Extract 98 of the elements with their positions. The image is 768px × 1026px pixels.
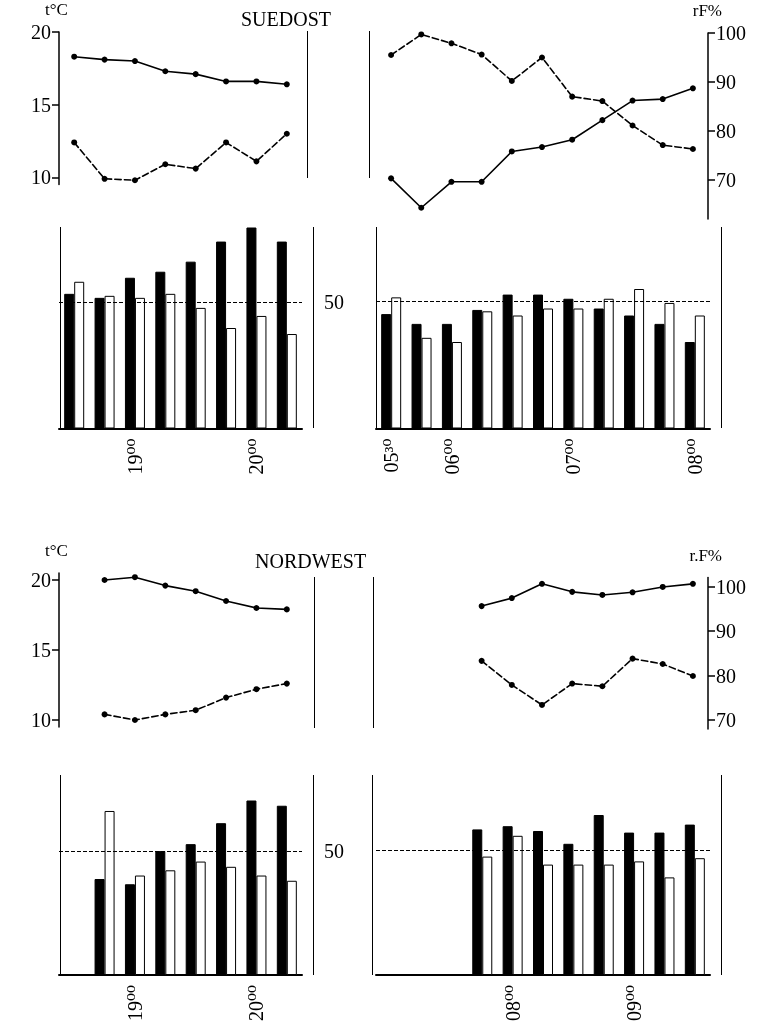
- point: [283, 81, 290, 88]
- point: [448, 40, 455, 47]
- point: [659, 660, 666, 667]
- point: [539, 54, 545, 61]
- y-tick-label: 10: [31, 166, 51, 189]
- point: [689, 580, 696, 587]
- point: [478, 603, 485, 610]
- x-tick-label: 08⁰⁰: [683, 438, 706, 475]
- point: [253, 158, 260, 165]
- point: [283, 130, 290, 137]
- point: [539, 701, 545, 708]
- x-tick-label: 07⁰⁰: [562, 438, 585, 475]
- x-tick-label: 20⁰⁰: [245, 985, 268, 1022]
- point: [101, 175, 108, 182]
- x-tick-label: 06⁰⁰: [440, 438, 463, 475]
- point: [478, 657, 485, 664]
- x-tick-label: 08⁰⁰: [501, 985, 524, 1022]
- chart-title: NORDWEST: [255, 550, 367, 572]
- point: [599, 683, 606, 690]
- point: [478, 178, 485, 185]
- point: [101, 577, 108, 583]
- text: 50: [324, 290, 344, 313]
- point: [253, 605, 260, 611]
- y-axis-title: r.F%: [689, 545, 722, 565]
- y-axis-title: t°C: [45, 541, 68, 560]
- point: [448, 178, 455, 185]
- y-tick-label: 80: [716, 119, 736, 142]
- y-tick-label: 10: [31, 709, 51, 731]
- chart-title: SUEDOST: [241, 8, 332, 30]
- point: [689, 146, 696, 152]
- point: [192, 165, 199, 172]
- point: [418, 204, 425, 211]
- point: [223, 78, 230, 85]
- point: [192, 588, 199, 595]
- y-tick-label: 100: [716, 22, 746, 44]
- y-axis-title: t°C: [45, 0, 68, 19]
- point: [223, 598, 230, 604]
- point: [131, 574, 138, 581]
- point: [629, 122, 636, 129]
- point: [101, 711, 108, 718]
- point: [131, 717, 138, 723]
- point: [283, 606, 290, 613]
- point: [162, 582, 169, 589]
- point: [162, 711, 169, 718]
- point: [569, 588, 576, 595]
- point: [508, 681, 515, 688]
- point: [629, 589, 636, 596]
- point: [253, 686, 260, 693]
- point: [223, 139, 230, 146]
- point: [569, 136, 576, 143]
- point: [599, 591, 606, 598]
- text: 50: [324, 840, 344, 863]
- y-tick-label: 100: [716, 575, 746, 598]
- point: [569, 93, 576, 100]
- x-tick-label: 20⁰⁰: [245, 438, 268, 475]
- point: [689, 673, 696, 680]
- y-tick-label: 20: [31, 569, 51, 591]
- y-tick-label: 70: [716, 168, 736, 191]
- point: [629, 97, 636, 104]
- point: [689, 85, 696, 92]
- point: [599, 98, 606, 105]
- point: [71, 139, 78, 146]
- point: [569, 680, 576, 687]
- point: [283, 680, 290, 687]
- y-tick-label: 15: [31, 639, 51, 661]
- y-tick-label: 90: [716, 620, 736, 643]
- point: [162, 68, 169, 75]
- y-axis-title: rF%: [692, 1, 722, 20]
- point: [659, 96, 666, 103]
- point: [478, 51, 485, 58]
- y-tick-label: 80: [716, 664, 736, 687]
- point: [508, 595, 515, 602]
- point: [599, 117, 606, 124]
- x-tick-label: 19⁰⁰: [123, 985, 146, 1022]
- point: [192, 71, 199, 78]
- point: [508, 148, 515, 155]
- x-tick-label: 05³⁰: [380, 438, 403, 473]
- point: [253, 78, 260, 85]
- point: [388, 175, 395, 182]
- point: [508, 77, 515, 84]
- point: [101, 56, 108, 63]
- point: [659, 142, 666, 149]
- point: [192, 707, 199, 714]
- x-tick-label: 09⁰⁰: [623, 985, 646, 1022]
- y-tick-label: 70: [716, 709, 736, 732]
- point: [131, 58, 138, 65]
- y-tick-label: 15: [31, 93, 51, 116]
- point: [539, 580, 545, 587]
- x-tick-label: 19⁰⁰: [123, 438, 146, 475]
- point: [659, 583, 666, 590]
- point: [539, 144, 545, 151]
- point: [71, 53, 78, 60]
- point: [162, 161, 169, 168]
- y-tick-label: 90: [716, 70, 736, 93]
- point: [388, 52, 395, 59]
- point: [223, 694, 230, 701]
- point: [131, 177, 138, 184]
- y-tick-label: 20: [31, 21, 51, 43]
